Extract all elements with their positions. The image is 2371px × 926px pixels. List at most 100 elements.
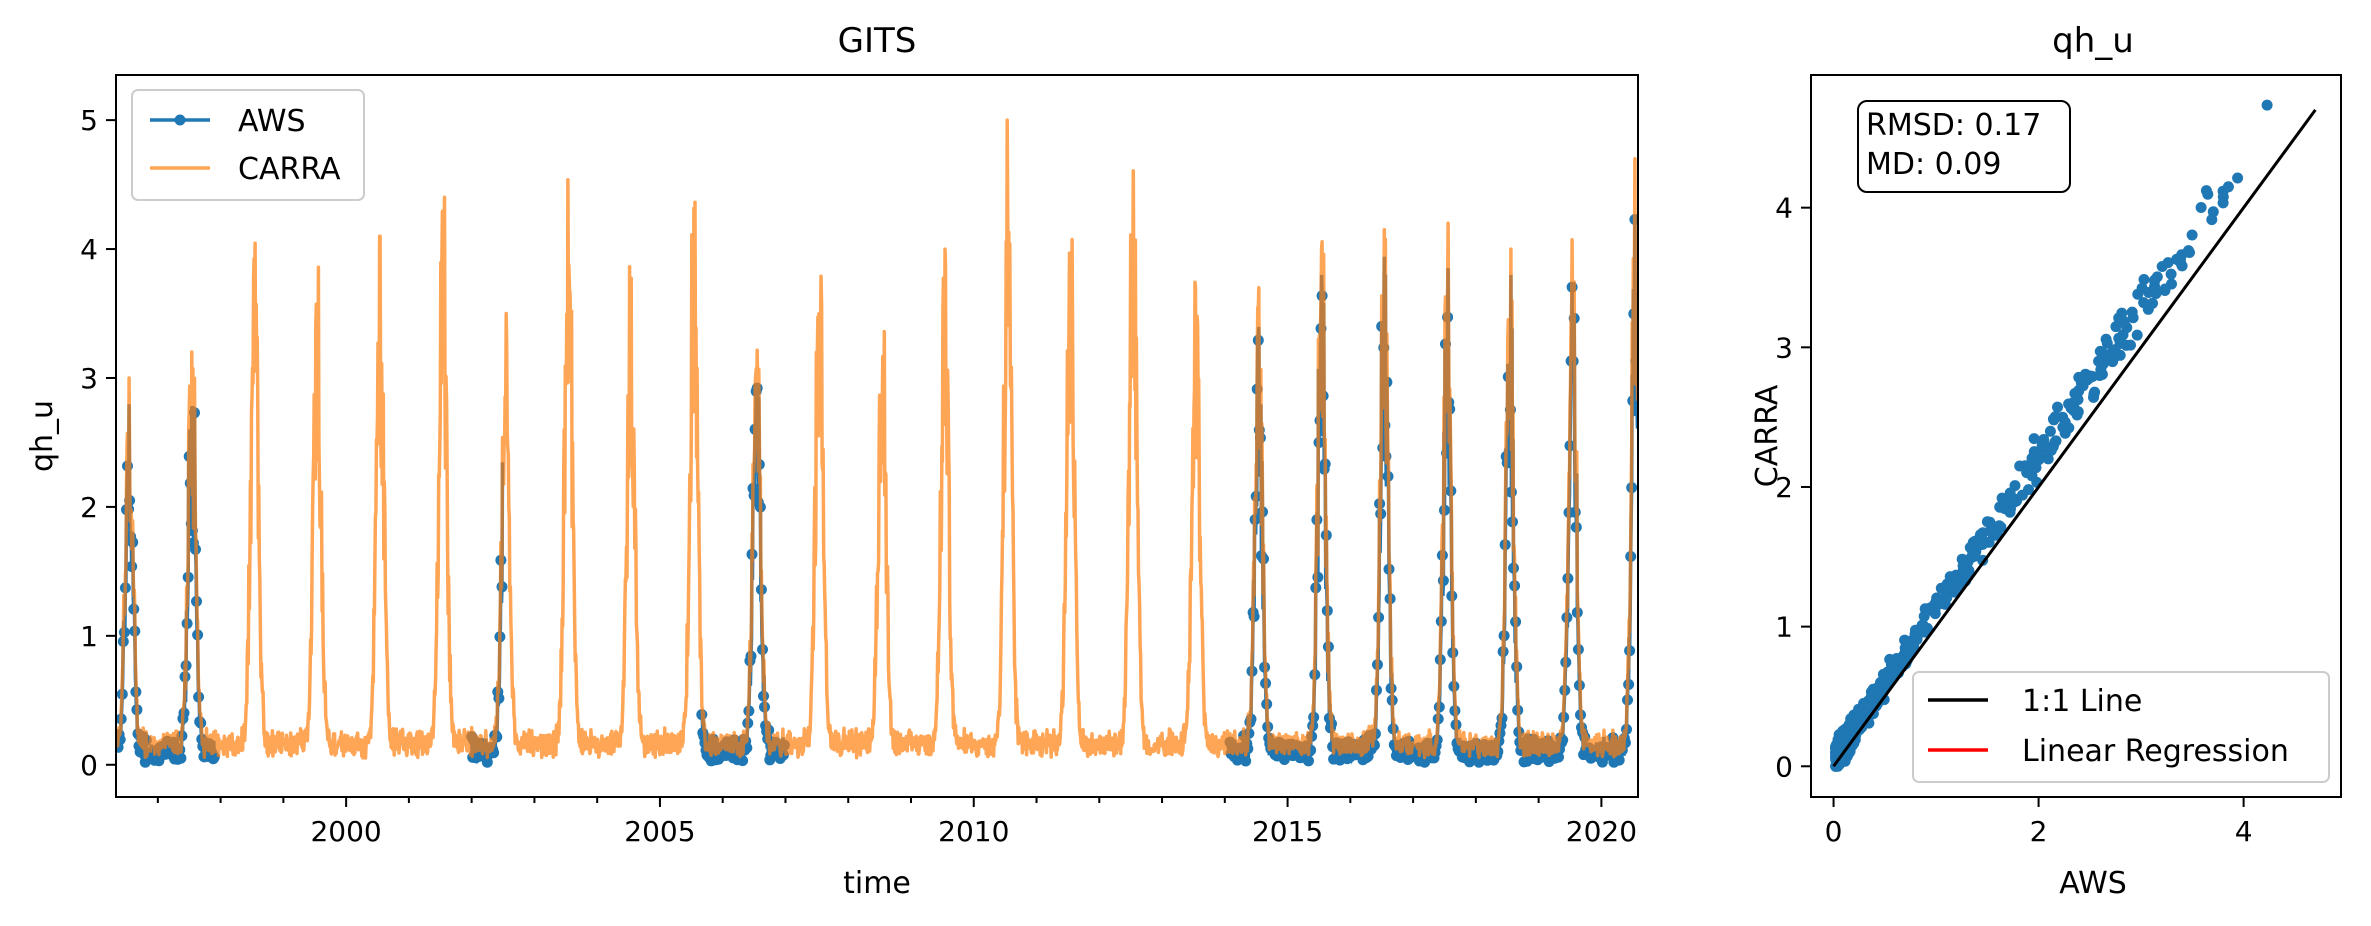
scatter-point	[2149, 284, 2160, 296]
scatter-panel: qh_u 0 2 4 0 1 2 3 4 AWS CARRA RMSD: 0.17 MD: …	[1750, 21, 2342, 901]
y-tick-label: 2	[80, 491, 98, 524]
y-tick-label: 4	[80, 233, 98, 266]
scatter-point	[1835, 741, 1847, 753]
scatter-point	[2016, 489, 2028, 501]
scatter-point	[2100, 333, 2112, 345]
timeseries-x-ticks: 2000 2005 2010 2015 2020	[156, 797, 1637, 848]
scatter-point	[2077, 376, 2089, 388]
scatter-point	[2202, 188, 2214, 200]
scatter-y-tick-label: 4	[1775, 192, 1793, 225]
scatter-x-tick-label: 4	[2235, 815, 2253, 848]
timeseries-legend: AWS CARRA	[131, 89, 365, 201]
timeseries-y-label: qh_u	[25, 400, 60, 472]
x-tick-label: 2020	[1566, 815, 1637, 848]
scatter-point	[2052, 401, 2063, 413]
carra-series	[116, 118, 1638, 760]
scatter-points	[1830, 99, 2273, 772]
scatter-y-tick-label: 3	[1775, 331, 1793, 364]
timeseries-y-ticks: 0 1 2 3 4 5	[80, 104, 116, 782]
scatter-point	[2068, 405, 2080, 416]
scatter-point	[2171, 253, 2183, 265]
scatter-point	[1929, 604, 1941, 616]
scatter-y-tick-label: 0	[1775, 750, 1793, 783]
scatter-point	[2217, 197, 2229, 209]
scatter-title: qh_u	[2052, 21, 2134, 61]
aws-point	[1613, 754, 1625, 766]
legend-regression-label: Linear Regression	[2022, 734, 2289, 769]
scatter-point	[1918, 620, 1929, 632]
scatter-point	[1993, 520, 2005, 532]
scatter-point	[1950, 571, 1962, 583]
aws-line-segment	[700, 388, 787, 763]
scatter-point	[1900, 645, 1911, 657]
scatter-point	[2026, 452, 2038, 464]
scatter-point	[2048, 414, 2060, 426]
y-tick-label: 1	[80, 620, 98, 653]
scatter-y-tick-label: 1	[1775, 611, 1793, 644]
scatter-point	[2149, 274, 2160, 286]
scatter-x-tick-label: 2	[2030, 815, 2048, 848]
scatter-point	[2059, 427, 2071, 439]
scatter-y-ticks: 0 1 2 3 4	[1775, 192, 1811, 783]
scatter-point	[2138, 297, 2150, 309]
timeseries-frame	[115, 74, 1639, 798]
scatter-frame	[1810, 74, 2342, 798]
timeseries-panel: GITS 2000 2005 2010 2015 2020 0 1 2 3 4 5 time qh…	[25, 21, 1639, 901]
scatter-x-label: AWS	[2059, 866, 2127, 901]
aws-point	[1303, 755, 1314, 767]
scatter-x-tick-label: 0	[1825, 815, 1843, 848]
timeseries-legend-box	[131, 89, 365, 201]
scatter-point	[2109, 344, 2121, 356]
scatter-point	[2004, 487, 2016, 499]
x-tick-label: 2005	[624, 815, 695, 848]
scatter-point	[2072, 394, 2084, 406]
aws-series	[116, 214, 1638, 768]
scatter-point	[1941, 592, 1953, 604]
stats-rmsd: RMSD: 0.17	[1866, 108, 2041, 143]
scatter-point	[2186, 229, 2198, 241]
scatter-point	[2222, 181, 2234, 193]
scatter-point	[2045, 444, 2057, 456]
x-tick-label: 2010	[938, 815, 1009, 848]
scatter-point	[1891, 653, 1903, 665]
scatter-legend: 1:1 Line Linear Regression	[1912, 671, 2330, 783]
scatter-point	[2021, 467, 2033, 479]
aws-point	[481, 756, 493, 768]
scatter-point	[2088, 388, 2100, 400]
scatter-point	[2014, 460, 2026, 472]
y-tick-label: 0	[80, 749, 98, 782]
timeseries-x-label: time	[843, 866, 911, 901]
x-tick-label: 2015	[1252, 815, 1323, 848]
scatter-point	[2147, 297, 2158, 309]
scatter-y-label: CARRA	[1750, 384, 1785, 487]
scatter-point	[1976, 532, 1988, 544]
scatter-point	[1961, 555, 1972, 567]
stats-annotation: RMSD: 0.17 MD: 0.09	[1857, 100, 2071, 193]
scatter-point	[2162, 257, 2174, 269]
scatter-point	[2042, 453, 2054, 465]
aws-point	[1464, 756, 1476, 768]
scatter-y-tick-label: 2	[1775, 471, 1793, 504]
scatter-point	[1911, 632, 1923, 644]
carra-line	[116, 118, 1638, 760]
legend-carra-label: CARRA	[238, 152, 341, 187]
scatter-point	[2118, 316, 2130, 328]
scatter-point	[2183, 245, 2194, 257]
x-tick-label: 2000	[310, 815, 381, 848]
scatter-point	[2232, 172, 2244, 184]
scatter-point	[2261, 99, 2273, 111]
stats-md: MD: 0.09	[1866, 147, 2001, 182]
legend-aws-label: AWS	[238, 104, 306, 139]
one-to-one-line	[1832, 109, 2317, 768]
scatter-point	[2044, 425, 2056, 437]
timeseries-plot-area	[116, 118, 1638, 768]
scatter-point	[1867, 683, 1879, 695]
scatter-point	[1981, 516, 1993, 528]
scatter-point	[1887, 669, 1899, 681]
aws-point	[1240, 755, 1252, 767]
timeseries-title: GITS	[838, 21, 917, 61]
scatter-point	[2195, 202, 2207, 213]
scatter-x-ticks: 0 2 4	[1825, 797, 2253, 848]
scatter-point	[2138, 274, 2150, 285]
